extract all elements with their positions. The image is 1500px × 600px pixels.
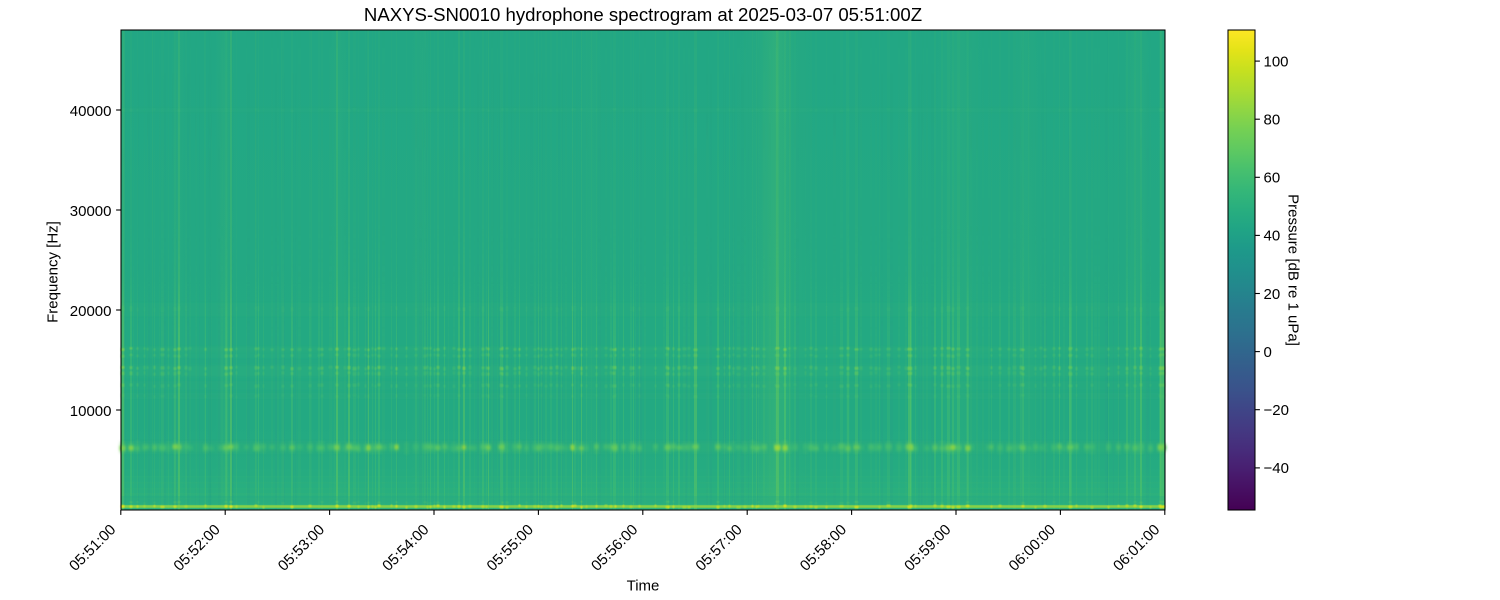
svg-text:10000: 10000	[70, 403, 112, 420]
svg-text:40: 40	[1264, 228, 1281, 245]
svg-text:80: 80	[1264, 111, 1281, 128]
svg-text:Frequency [Hz]: Frequency [Hz]	[45, 221, 62, 323]
svg-text:20: 20	[1264, 286, 1281, 303]
svg-text:−40: −40	[1264, 460, 1289, 477]
svg-text:NAXYS-SN0010 hydrophone spectr: NAXYS-SN0010 hydrophone spectrogram at 2…	[364, 4, 922, 25]
svg-text:20000: 20000	[70, 303, 112, 320]
svg-text:Pressure [dB re 1 uPa]: Pressure [dB re 1 uPa]	[1285, 194, 1302, 346]
svg-text:−20: −20	[1264, 402, 1289, 419]
svg-text:Time: Time	[627, 578, 660, 595]
svg-text:30000: 30000	[70, 203, 112, 220]
svg-text:100: 100	[1264, 53, 1289, 70]
svg-text:40000: 40000	[70, 103, 112, 120]
svg-text:60: 60	[1264, 170, 1281, 187]
svg-text:0: 0	[1264, 344, 1272, 361]
